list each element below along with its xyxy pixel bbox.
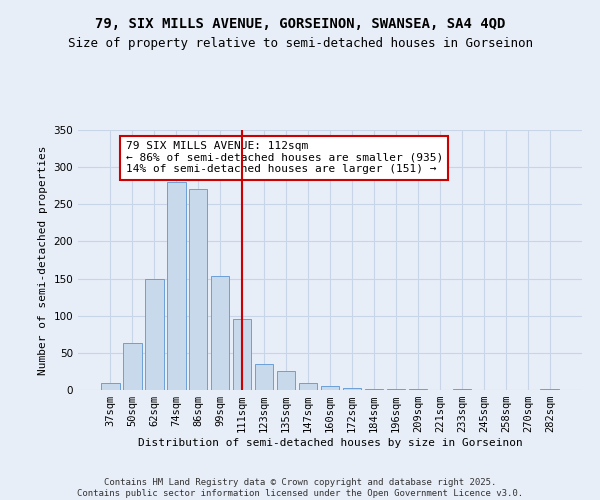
Bar (299, 384, 317, 390)
Text: 79, SIX MILLS AVENUE, GORSEINON, SWANSEA, SA4 4QD: 79, SIX MILLS AVENUE, GORSEINON, SWANSEA… (95, 18, 505, 32)
Bar (211, 276, 229, 390)
Bar (233, 320, 251, 390)
Text: 79 SIX MILLS AVENUE: 112sqm
← 86% of semi-detached houses are smaller (935)
14% : 79 SIX MILLS AVENUE: 112sqm ← 86% of sem… (125, 141, 443, 174)
Bar (320, 386, 340, 390)
Bar (145, 280, 164, 390)
Bar (277, 372, 295, 390)
X-axis label: Distribution of semi-detached houses by size in Gorseinon: Distribution of semi-detached houses by … (137, 438, 523, 448)
Y-axis label: Number of semi-detached properties: Number of semi-detached properties (38, 145, 48, 375)
Bar (386, 388, 405, 390)
Text: Size of property relative to semi-detached houses in Gorseinon: Size of property relative to semi-detach… (67, 38, 533, 51)
Bar (189, 190, 208, 390)
Bar (255, 364, 274, 390)
Text: Contains HM Land Registry data © Crown copyright and database right 2025.
Contai: Contains HM Land Registry data © Crown c… (77, 478, 523, 498)
Bar (365, 388, 383, 390)
Bar (123, 343, 142, 390)
Bar (167, 182, 185, 390)
Bar (101, 382, 119, 390)
Bar (343, 388, 361, 390)
